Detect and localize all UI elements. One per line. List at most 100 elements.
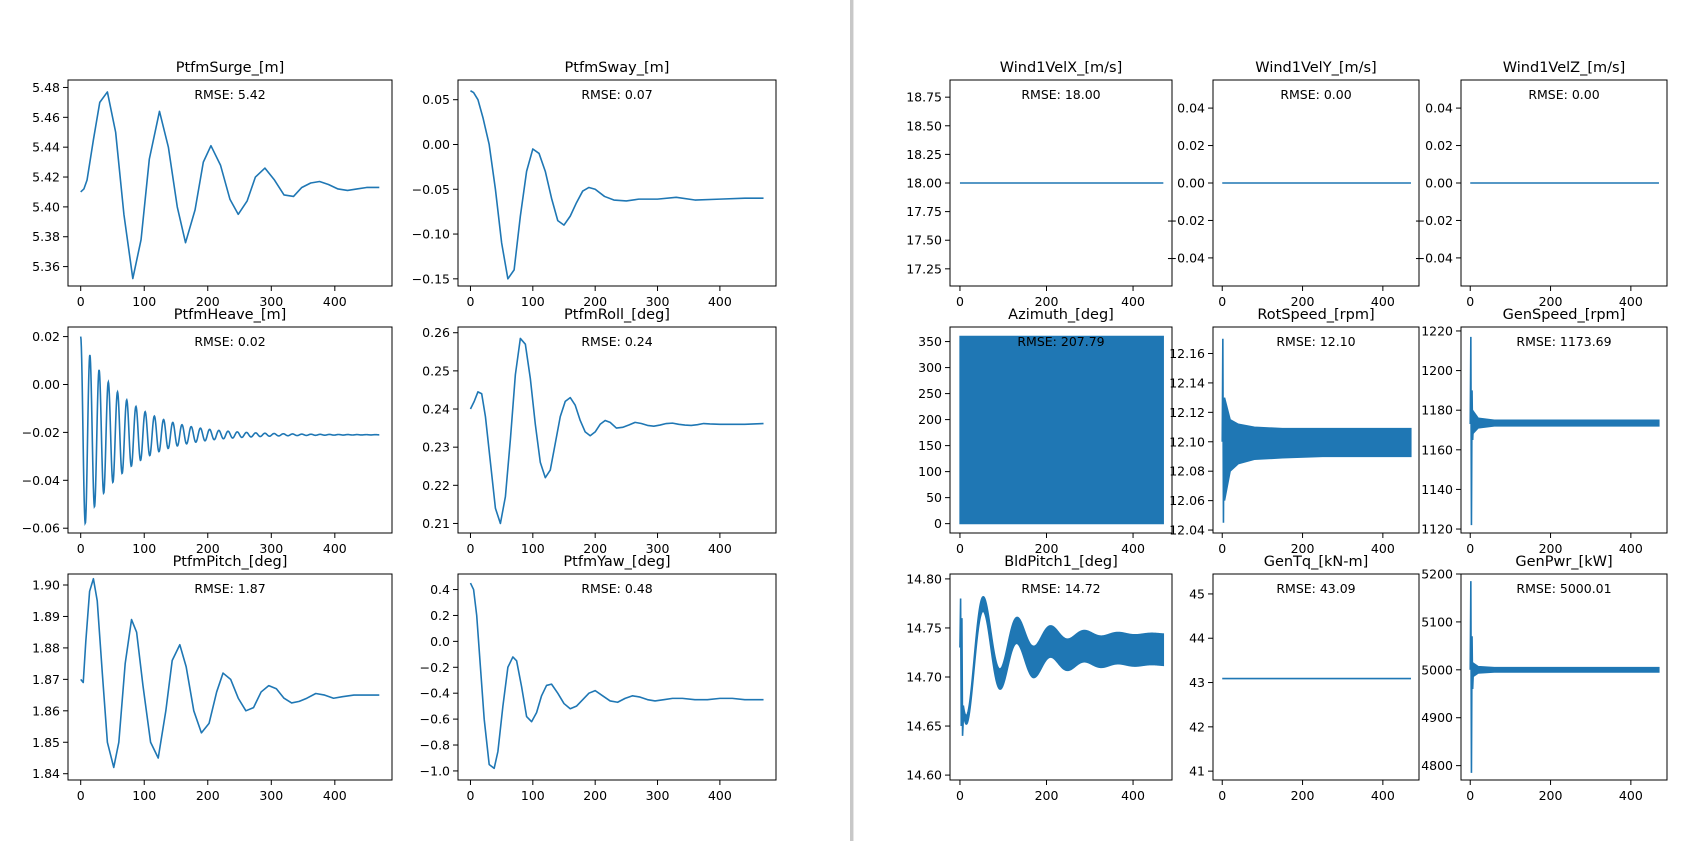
subplot-title: PtfmRoll_[deg] — [564, 307, 670, 323]
y-tick-label: −0.02 — [1167, 213, 1205, 228]
x-tick-label: 0 — [956, 788, 964, 803]
subplot-wind1_vel_y: 0 200 400 −0.04 −0.02 0.00 0.02 0.04 Wind1VelY_[… — [1167, 60, 1420, 309]
y-tick-label: 0.00 — [1177, 176, 1205, 191]
y-tick-label: 1.85 — [32, 735, 60, 750]
y-tick-label: 12.14 — [1169, 375, 1205, 390]
rmse-annotation: RMSE: 12.10 — [1276, 334, 1355, 349]
x-tick-label: 400 — [1121, 541, 1145, 556]
y-tick-label: 5.40 — [32, 199, 60, 214]
y-tick-label: 250 — [918, 386, 942, 401]
x-tick-label: 0 — [466, 788, 474, 803]
x-tick-label: 200 — [196, 294, 220, 309]
y-tick-label: 100 — [918, 464, 942, 479]
y-tick-label: −0.10 — [412, 227, 450, 242]
series-line — [470, 90, 764, 280]
subplot-title: Wind1VelY_[m/s] — [1255, 60, 1376, 76]
y-tick-label: 0.21 — [422, 516, 450, 531]
y-tick-label: 0.02 — [1177, 138, 1205, 153]
rmse-annotation: RMSE: 0.00 — [1528, 87, 1599, 102]
series-line — [469, 337, 764, 525]
x-tick-label: 400 — [1371, 294, 1395, 309]
y-tick-label: 0 — [934, 516, 942, 531]
subplot-title: RotSpeed_[rpm] — [1257, 307, 1374, 323]
y-tick-label: 1.87 — [32, 672, 60, 687]
subplot-title: BldPitch1_[deg] — [1004, 554, 1118, 570]
series-band — [1472, 661, 1660, 679]
y-tick-label: 0.02 — [32, 329, 60, 344]
x-tick-label: 300 — [646, 541, 670, 556]
y-tick-label: −0.4 — [420, 686, 450, 701]
y-tick-label: 0.04 — [1425, 101, 1453, 116]
axes-frame — [67, 79, 393, 287]
x-tick-label: 400 — [323, 541, 347, 556]
x-tick-label: 400 — [1619, 788, 1643, 803]
x-tick-label: 100 — [521, 788, 545, 803]
y-tick-label: 200 — [918, 412, 942, 427]
y-tick-label: 0.23 — [422, 440, 450, 455]
series-transient — [1469, 336, 1475, 526]
y-tick-label: 14.80 — [906, 571, 942, 586]
plot-area-ptfm_yaw — [469, 582, 764, 770]
subplot-gen_speed: 0 200 400 1120 1140 1160 1180 1200 1220 GenSpeed_… — [1421, 307, 1668, 556]
rmse-annotation: RMSE: 5.42 — [194, 87, 265, 102]
x-tick-label: 100 — [132, 541, 156, 556]
y-tick-label: −0.02 — [22, 425, 60, 440]
plot-area-ptfm_sway — [470, 90, 764, 280]
y-tick-label: 12.16 — [1169, 346, 1205, 361]
x-tick-label: 400 — [323, 294, 347, 309]
y-tick-label: 1.90 — [32, 578, 60, 593]
axes-frame — [1212, 573, 1420, 781]
subplot-title: PtfmSway_[m] — [565, 60, 670, 76]
subplot-gen_tq: 0 200 400 41 42 43 44 45 GenTq_[kN-m] RMSE: 43.09 — [1189, 554, 1420, 803]
x-tick-label: 0 — [1466, 541, 1474, 556]
x-tick-label: 200 — [196, 788, 220, 803]
series-line — [80, 577, 380, 769]
x-tick-label: 400 — [1371, 541, 1395, 556]
x-tick-label: 400 — [323, 788, 347, 803]
y-tick-label: 1.84 — [32, 766, 60, 781]
subplot-wind1_vel_x: 0 200 400 17.25 17.50 17.75 18.00 18.25 18.50 18.… — [906, 60, 1173, 309]
x-tick-label: 300 — [259, 294, 283, 309]
y-tick-label: 1160 — [1421, 442, 1453, 457]
rmse-annotation: RMSE: 0.07 — [581, 87, 652, 102]
y-tick-label: 1.86 — [32, 703, 60, 718]
x-tick-label: 300 — [646, 294, 670, 309]
subplot-title: PtfmHeave_[m] — [174, 307, 287, 323]
plot-area-ptfm_heave — [79, 336, 380, 526]
y-tick-label: 45 — [1189, 586, 1205, 601]
subplot-ptfm_pitch: 0 100 200 300 400 1.84 1.85 1.86 1.87 1.88 1.89 1.9… — [32, 554, 393, 803]
y-tick-label: −0.15 — [412, 271, 450, 286]
plot-area-gen_pwr — [1469, 581, 1660, 773]
y-tick-label: 0.22 — [422, 478, 450, 493]
y-tick-label: 4800 — [1421, 758, 1453, 773]
x-tick-label: 0 — [1218, 294, 1226, 309]
series-transient — [1221, 338, 1227, 523]
axes-frame — [67, 326, 393, 534]
x-tick-label: 0 — [466, 294, 474, 309]
y-tick-label: 14.70 — [906, 670, 942, 685]
subplot-title: Azimuth_[deg] — [1008, 307, 1114, 323]
y-tick-label: 1.88 — [32, 640, 60, 655]
rmse-annotation: RMSE: 0.48 — [581, 581, 652, 596]
panel-divider-shade — [853, 0, 854, 841]
x-tick-label: 0 — [77, 294, 85, 309]
x-tick-label: 200 — [1035, 294, 1059, 309]
y-tick-label: 5.36 — [32, 259, 60, 274]
subplot-ptfm_roll: 0 100 200 300 400 0.21 0.22 0.23 0.24 0.25 0.26 Ptf… — [422, 307, 777, 556]
y-tick-label: 14.75 — [906, 620, 942, 635]
subplot-title: PtfmYaw_[deg] — [563, 554, 670, 570]
subplot-ptfm_surge: 0 100 200 300 400 5.36 5.38 5.40 5.42 5.44 5.46 5.4… — [32, 60, 393, 309]
subplot-title: Wind1VelX_[m/s] — [1000, 60, 1122, 76]
series-band — [959, 335, 1164, 525]
y-tick-label: 1180 — [1421, 403, 1453, 418]
x-tick-label: 200 — [1035, 541, 1059, 556]
y-tick-label: 1.89 — [32, 609, 60, 624]
plot-area-ptfm_pitch — [80, 577, 380, 769]
subplot-gen_pwr: 0 200 400 4800 4900 5000 5100 5200 GenPwr_[kW] RM… — [1421, 554, 1668, 803]
x-tick-label: 400 — [1371, 788, 1395, 803]
y-tick-label: 43 — [1189, 675, 1205, 690]
x-tick-label: 300 — [259, 788, 283, 803]
y-tick-label: 5.44 — [32, 140, 60, 155]
axes-frame — [67, 573, 393, 781]
